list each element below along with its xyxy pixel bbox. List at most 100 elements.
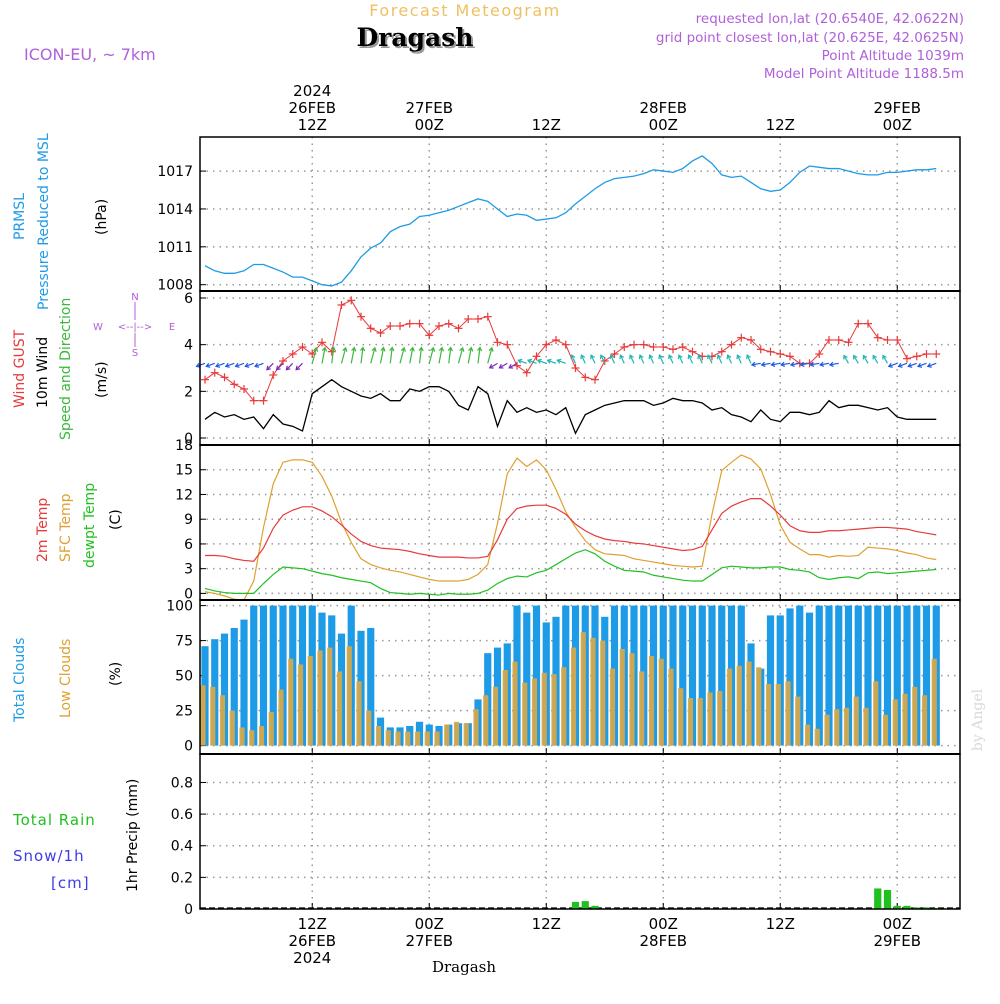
wind-tick-label: 4 (184, 338, 193, 354)
pressure-tick-label: 1014 (157, 202, 193, 218)
total-cloud-bar (854, 605, 862, 746)
low-cloud-bar (239, 727, 245, 746)
total-cloud-bar (874, 605, 882, 746)
low-cloud-bar (746, 661, 752, 746)
wind-arrow-head (658, 354, 664, 360)
low-cloud-bar (434, 731, 440, 746)
total-cloud-bar (883, 605, 892, 746)
wind-arrow-head (862, 354, 868, 360)
wind-arrow-head (224, 362, 230, 368)
low-cloud-bar (522, 682, 528, 746)
gust-marker (405, 319, 414, 328)
low-cloud-bar (697, 698, 703, 746)
wind-arrow-head (330, 346, 336, 352)
low-cloud-bar (707, 692, 713, 746)
gust-marker (717, 347, 726, 356)
low-cloud-bar (931, 658, 937, 746)
bottom-time-label: 27FEB (406, 932, 453, 950)
wind-arrow-shaft (771, 362, 781, 366)
wind-direction-arrow (726, 354, 733, 364)
gust-marker (474, 315, 482, 323)
total-cloud-bar (718, 605, 726, 746)
wind-arrow-head (707, 354, 712, 360)
rain-bar (922, 907, 931, 909)
wind-arrow-shaft (321, 347, 326, 364)
low-cloud-bar (200, 685, 206, 746)
wind-arrow-head (799, 361, 805, 367)
total-cloud-bar (776, 615, 784, 746)
wind-direction-arrow (658, 354, 664, 364)
wind-arrow-shaft (717, 354, 723, 364)
wind-arrow-head (819, 361, 825, 367)
gust-marker (513, 361, 521, 370)
low-cloud-bar (395, 731, 401, 746)
gust-marker (854, 319, 863, 328)
low-cloud-bar (814, 728, 820, 746)
total-cloud-bar (708, 605, 716, 746)
low-cloud-bar (453, 721, 460, 746)
low-cloud-bar (648, 656, 655, 746)
wind-arrow-head (668, 354, 673, 360)
wind-arrow-shaft (196, 362, 206, 367)
wind-arrow-shaft (254, 362, 264, 367)
total-cloud-bar (698, 605, 706, 746)
total-cloud-bar (844, 605, 853, 746)
gust-marker (756, 345, 765, 354)
rain-bar (913, 907, 921, 909)
gust-marker (552, 336, 560, 344)
total-cloud-bar (786, 608, 794, 746)
low-cloud-bar (268, 712, 274, 746)
total-cloud-bar (250, 605, 258, 746)
wind-arrow-head (599, 354, 605, 360)
total-cloud-bar (835, 605, 843, 746)
clouds-label-low: Low Clouds (58, 639, 74, 718)
wind-direction-arrow (750, 361, 761, 367)
wind-arrow-shaft (409, 347, 414, 364)
wind-arrow-shaft (600, 354, 606, 364)
low-cloud-bar (619, 649, 625, 746)
wind-direction-arrow (295, 362, 303, 371)
wind-arrow-head (498, 364, 504, 369)
wind-arrow-head (716, 354, 722, 360)
total-cloud-bar (679, 605, 687, 746)
plot-area: 1008101110141017024603691215180255075100… (157, 82, 961, 967)
wind-arrow-shaft (872, 355, 879, 364)
wind-arrow-head (508, 364, 514, 369)
wind-arrow-head (214, 362, 221, 368)
wind-direction-arrow (476, 346, 483, 364)
gust-marker (357, 312, 365, 321)
low-cloud-bar (658, 658, 664, 746)
top-time-label: 12Z (766, 116, 795, 134)
temp-panel: 0 3 6 9 12 15 18 (175, 438, 961, 602)
wind-arrow-shaft (215, 362, 225, 367)
gust-marker (932, 350, 941, 358)
wind-direction-arrow (409, 346, 415, 364)
wind-direction-arrow (428, 346, 436, 364)
wind-arrow-head (780, 361, 786, 367)
gust-marker (220, 373, 229, 382)
wind-arrow-shaft (350, 347, 355, 364)
wind-arrow-shaft (508, 362, 518, 369)
low-cloud-bar (678, 688, 684, 746)
low-cloud-bar (414, 731, 421, 746)
low-cloud-bar (824, 714, 830, 746)
wind-arrow-head (872, 354, 878, 360)
wind-arrow-head (687, 354, 693, 360)
low-cloud-bar (590, 637, 596, 746)
low-cloud-bar (512, 661, 518, 746)
wind-arrow-shaft (736, 354, 742, 364)
location-title: Dragash (357, 23, 474, 52)
wind-arrow-shaft (888, 362, 898, 367)
wind-arrow-head (517, 358, 523, 364)
wind-arrow-shaft (678, 354, 684, 364)
wind-arrow-shaft (276, 362, 284, 371)
wind-arrow-head (629, 354, 634, 360)
wind-arrow-head (570, 354, 576, 360)
wind-arrow-head (447, 346, 453, 352)
gust-marker (571, 364, 580, 372)
wind-arrow-shaft (800, 362, 810, 366)
wind-arrow-head (389, 346, 395, 352)
wind-arrow-shaft (629, 354, 635, 364)
temp-tick-label: 15 (175, 463, 193, 479)
